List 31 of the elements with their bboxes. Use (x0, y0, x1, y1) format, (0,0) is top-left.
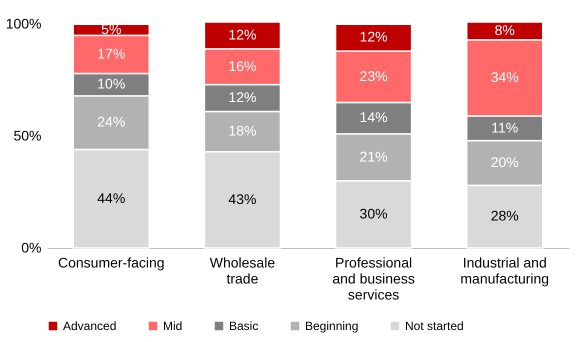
data-label: 14% (360, 109, 388, 126)
data-label: 12% (228, 89, 256, 106)
data-label: 17% (97, 45, 126, 62)
data-label: 20% (490, 154, 519, 170)
data-label: 12% (360, 28, 388, 45)
legend-label: Basic (229, 319, 258, 333)
data-label: 8% (494, 22, 515, 38)
legend-label: Mid (163, 319, 182, 333)
data-label: 24% (97, 114, 126, 130)
x-tick-label: Professional and business services (332, 254, 415, 302)
data-label: 18% (228, 122, 256, 139)
x-tick-label: Consumer-facing (58, 254, 165, 270)
data-label: 11% (491, 119, 518, 136)
y-tick-label: 100% (6, 16, 42, 32)
data-label: 28% (490, 208, 519, 224)
legend-label: Not started (405, 319, 464, 333)
y-tick-label: 0% (21, 240, 42, 256)
data-label: 44% (97, 190, 126, 206)
legend-label: Beginning (305, 319, 358, 333)
y-tick-label: 50% (13, 128, 42, 144)
data-label: 43% (228, 190, 256, 207)
data-label: 21% (360, 148, 388, 164)
data-label: 10% (97, 76, 126, 92)
x-tick-label: Wholesale trade (210, 254, 276, 286)
data-label: 30% (360, 205, 388, 222)
data-label: 34% (490, 68, 519, 85)
x-tick-label: Industrial and manufacturing (460, 254, 550, 286)
data-label: 12% (228, 26, 256, 42)
legend-label: Advanced (63, 319, 116, 333)
data-label: 16% (228, 58, 256, 74)
data-label: 23% (360, 68, 388, 84)
